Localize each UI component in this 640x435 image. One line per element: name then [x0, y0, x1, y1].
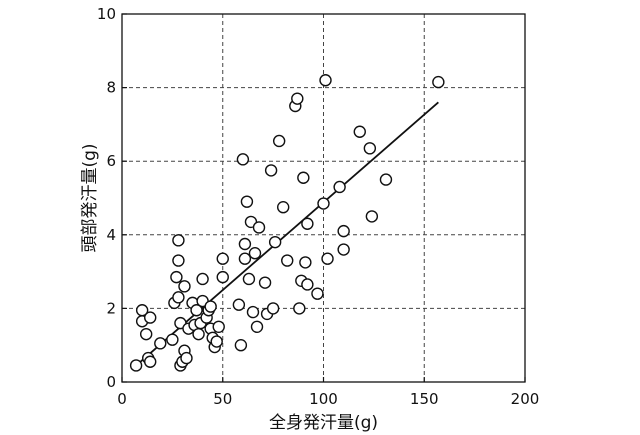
data-point	[173, 255, 184, 266]
data-point	[173, 235, 184, 246]
data-point	[239, 239, 250, 250]
data-point	[145, 356, 156, 367]
data-point	[338, 226, 349, 237]
x-tick-label: 0	[117, 390, 127, 408]
data-point	[266, 165, 277, 176]
data-point	[302, 279, 313, 290]
data-point	[197, 273, 208, 284]
data-point	[380, 174, 391, 185]
data-point	[294, 303, 305, 314]
data-point	[364, 143, 375, 154]
data-point	[179, 281, 190, 292]
data-point	[239, 253, 250, 264]
data-point	[260, 277, 271, 288]
data-point	[298, 172, 309, 183]
y-tick-label: 6	[106, 152, 116, 170]
y-tick-label: 4	[106, 226, 116, 244]
data-point	[233, 299, 244, 310]
y-tick-label: 0	[106, 373, 116, 391]
x-axis-label: 全身発汗量(g)	[269, 413, 378, 433]
data-point	[193, 329, 204, 340]
data-point	[268, 303, 279, 314]
data-point	[366, 211, 377, 222]
data-point	[300, 257, 311, 268]
data-point	[131, 360, 142, 371]
data-point	[338, 244, 349, 255]
data-point	[167, 334, 178, 345]
data-point	[247, 307, 258, 318]
data-point	[155, 338, 166, 349]
data-point	[237, 154, 248, 165]
y-tick-label: 10	[97, 5, 116, 23]
data-point	[145, 312, 156, 323]
data-point	[241, 196, 252, 207]
data-point	[181, 353, 192, 364]
data-point	[334, 181, 345, 192]
data-point	[282, 255, 293, 266]
data-point	[211, 336, 222, 347]
data-point	[217, 253, 228, 264]
data-point	[322, 253, 333, 264]
data-point	[141, 329, 152, 340]
data-point	[235, 340, 246, 351]
y-tick-label: 2	[106, 299, 116, 317]
data-point	[354, 126, 365, 137]
data-point	[320, 75, 331, 86]
data-point	[213, 321, 224, 332]
data-point	[249, 248, 260, 259]
y-axis-label: 頭部発汗量(g)	[80, 143, 100, 252]
x-tick-label: 150	[410, 390, 439, 408]
data-point	[292, 93, 303, 104]
data-point	[173, 292, 184, 303]
data-point	[171, 272, 182, 283]
data-point	[254, 222, 265, 233]
data-point	[302, 218, 313, 229]
data-point	[243, 273, 254, 284]
data-point	[252, 321, 263, 332]
y-tick-label: 8	[106, 79, 116, 97]
data-point	[318, 198, 329, 209]
data-point	[217, 272, 228, 283]
x-tick-label: 50	[213, 390, 232, 408]
data-point	[270, 237, 281, 248]
x-tick-label: 200	[511, 390, 540, 408]
x-tick-label: 100	[309, 390, 338, 408]
data-point	[312, 288, 323, 299]
data-point	[433, 77, 444, 88]
data-point	[205, 301, 216, 312]
data-point	[274, 135, 285, 146]
data-point	[278, 202, 289, 213]
